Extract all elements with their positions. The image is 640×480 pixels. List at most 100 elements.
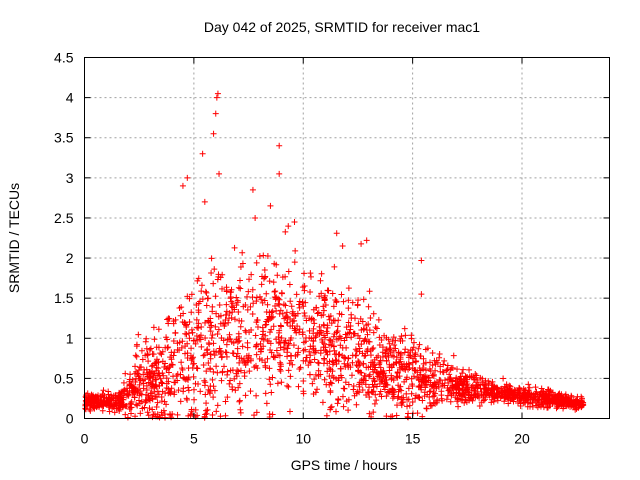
data-point (439, 397, 446, 404)
data-point (246, 368, 253, 375)
data-point (464, 385, 471, 392)
data-point (384, 350, 391, 357)
data-point (365, 384, 372, 391)
data-point (154, 372, 161, 379)
data-point (310, 337, 317, 344)
data-point (429, 372, 436, 379)
data-point (326, 358, 333, 365)
data-point (149, 362, 156, 369)
data-point (210, 383, 217, 390)
data-point (306, 371, 313, 378)
data-point (146, 405, 153, 412)
data-point (180, 385, 187, 392)
data-point (366, 371, 373, 378)
data-point (520, 385, 527, 392)
data-point (161, 398, 168, 405)
data-point (383, 377, 390, 384)
data-point (379, 369, 386, 376)
data-point (229, 383, 236, 390)
data-point (245, 288, 252, 295)
data-point (286, 360, 293, 367)
data-point (426, 393, 433, 400)
data-point (216, 170, 223, 177)
data-point (365, 303, 372, 310)
data-point (242, 301, 249, 308)
data-point (370, 344, 377, 351)
data-point (530, 394, 537, 401)
data-point (299, 299, 306, 306)
data-point (138, 398, 145, 405)
data-point (224, 394, 231, 401)
data-point (270, 354, 277, 361)
data-point (419, 397, 426, 404)
data-point (301, 309, 308, 316)
data-point (312, 334, 319, 341)
data-point (468, 373, 475, 380)
data-point (310, 330, 317, 337)
data-point (327, 387, 334, 394)
data-point (188, 406, 195, 413)
data-point (546, 388, 553, 395)
data-point (376, 391, 383, 398)
data-point (251, 364, 258, 371)
data-point (429, 350, 436, 357)
y-tick-label: 1 (66, 330, 74, 346)
data-point (416, 382, 423, 389)
data-point (200, 361, 207, 368)
data-point (292, 313, 299, 320)
data-point (288, 303, 295, 310)
data-point (201, 414, 208, 421)
data-point (262, 322, 269, 329)
data-point (174, 411, 181, 418)
data-point (330, 333, 337, 340)
data-point (365, 364, 372, 371)
data-point (285, 223, 292, 230)
data-point (408, 375, 415, 382)
data-point (106, 408, 113, 415)
data-point (208, 269, 215, 276)
data-point (406, 402, 413, 409)
data-point (133, 353, 140, 360)
data-point (338, 311, 345, 318)
data-point (223, 284, 230, 291)
data-point (213, 94, 220, 101)
data-point (209, 412, 216, 419)
data-point (199, 296, 206, 303)
data-point (119, 401, 126, 408)
data-point (345, 364, 352, 371)
data-point (202, 391, 209, 398)
x-tick-label: 5 (190, 431, 198, 447)
data-point (532, 384, 539, 391)
data-point (473, 372, 480, 379)
data-point (194, 337, 201, 344)
data-point (190, 360, 197, 367)
data-point (454, 366, 461, 373)
data-point (441, 357, 448, 364)
data-point (282, 228, 289, 235)
data-point (212, 110, 219, 117)
data-point (343, 398, 350, 405)
data-point (226, 331, 233, 338)
data-point (237, 264, 244, 271)
data-point (189, 329, 196, 336)
data-point (441, 377, 448, 384)
data-point (557, 397, 564, 404)
data-point (398, 333, 405, 340)
data-point (306, 334, 313, 341)
data-point (452, 384, 459, 391)
data-point (207, 319, 214, 326)
data-point (244, 306, 251, 313)
data-point (503, 381, 510, 388)
data-point (264, 301, 271, 308)
data-point (231, 244, 238, 251)
data-point (551, 394, 558, 401)
data-point (214, 402, 221, 409)
data-point (147, 345, 154, 352)
data-point (233, 294, 240, 301)
data-point (191, 396, 198, 403)
data-point (99, 390, 106, 397)
data-point (344, 330, 351, 337)
data-point (282, 273, 289, 280)
data-point (332, 357, 339, 364)
data-point (512, 387, 519, 394)
